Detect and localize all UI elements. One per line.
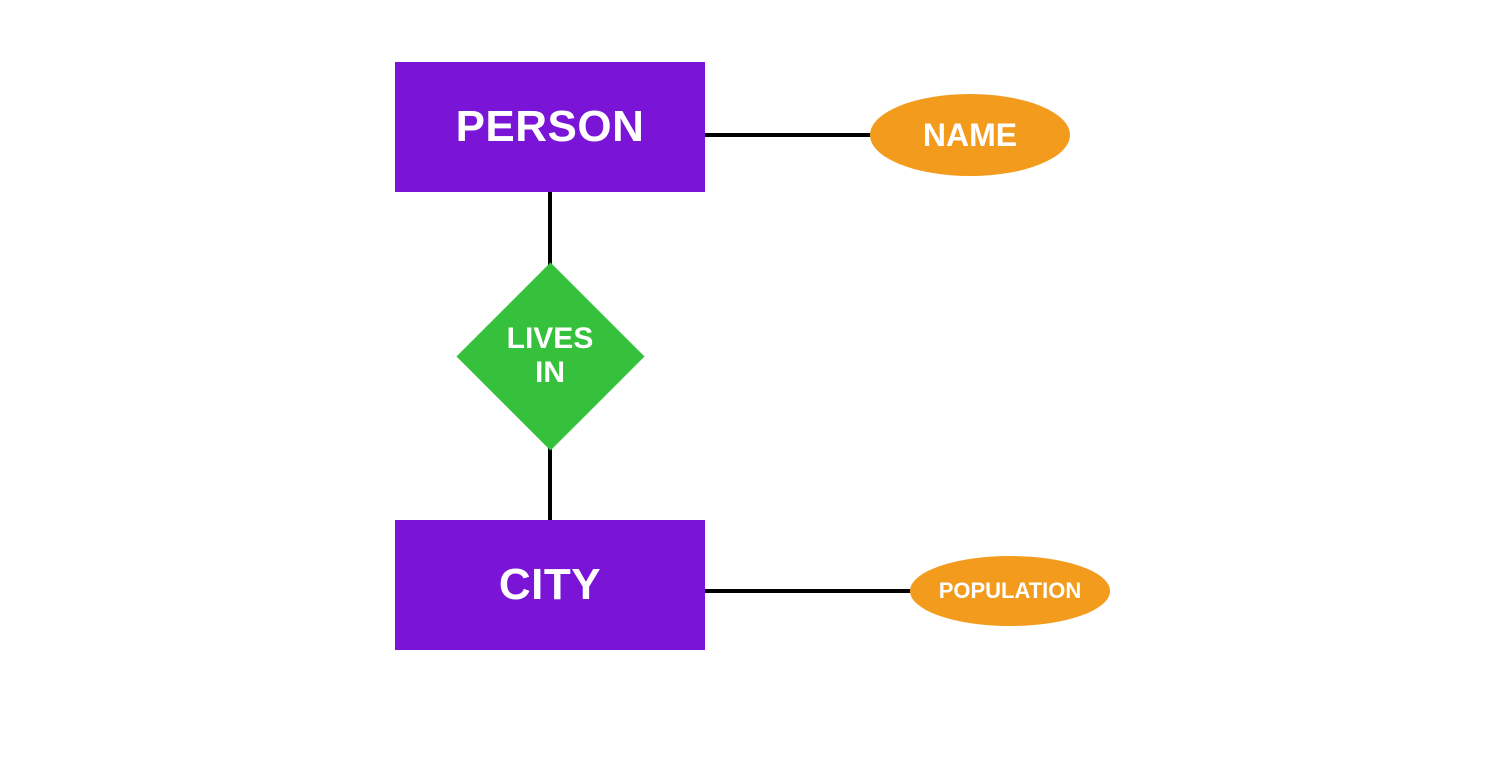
edge-person-name bbox=[705, 133, 875, 137]
entity-person: PERSON bbox=[395, 62, 705, 192]
entity-city: CITY bbox=[395, 520, 705, 650]
entity-person-label: PERSON bbox=[456, 102, 645, 152]
edge-livesin-city bbox=[548, 442, 552, 520]
edge-city-population bbox=[705, 589, 915, 593]
entity-city-label: CITY bbox=[499, 560, 601, 610]
edge-person-livesin bbox=[548, 192, 552, 270]
relationship-lives-in: LIVES IN bbox=[456, 262, 644, 450]
attribute-name: NAME bbox=[870, 94, 1070, 176]
er-diagram-canvas: PERSON CITY LIVES IN NAME POPULATION bbox=[0, 0, 1500, 768]
attribute-name-label: NAME bbox=[923, 117, 1017, 154]
attribute-population-label: POPULATION bbox=[939, 578, 1082, 604]
relationship-lives-in-label: LIVES IN bbox=[456, 262, 644, 450]
attribute-population: POPULATION bbox=[910, 556, 1110, 626]
